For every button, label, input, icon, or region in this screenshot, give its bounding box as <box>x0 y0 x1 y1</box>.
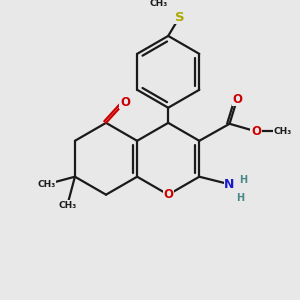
Text: O: O <box>251 125 261 138</box>
Text: O: O <box>163 188 173 201</box>
Text: H: H <box>239 175 247 184</box>
Text: N: N <box>224 178 235 191</box>
Text: O: O <box>232 93 242 106</box>
Text: CH₃: CH₃ <box>58 201 76 210</box>
Text: CH₃: CH₃ <box>273 127 292 136</box>
Text: CH₃: CH₃ <box>150 0 168 8</box>
Text: H: H <box>236 193 244 202</box>
Text: S: S <box>175 11 184 23</box>
Text: CH₃: CH₃ <box>38 180 56 189</box>
Text: O: O <box>120 96 130 109</box>
